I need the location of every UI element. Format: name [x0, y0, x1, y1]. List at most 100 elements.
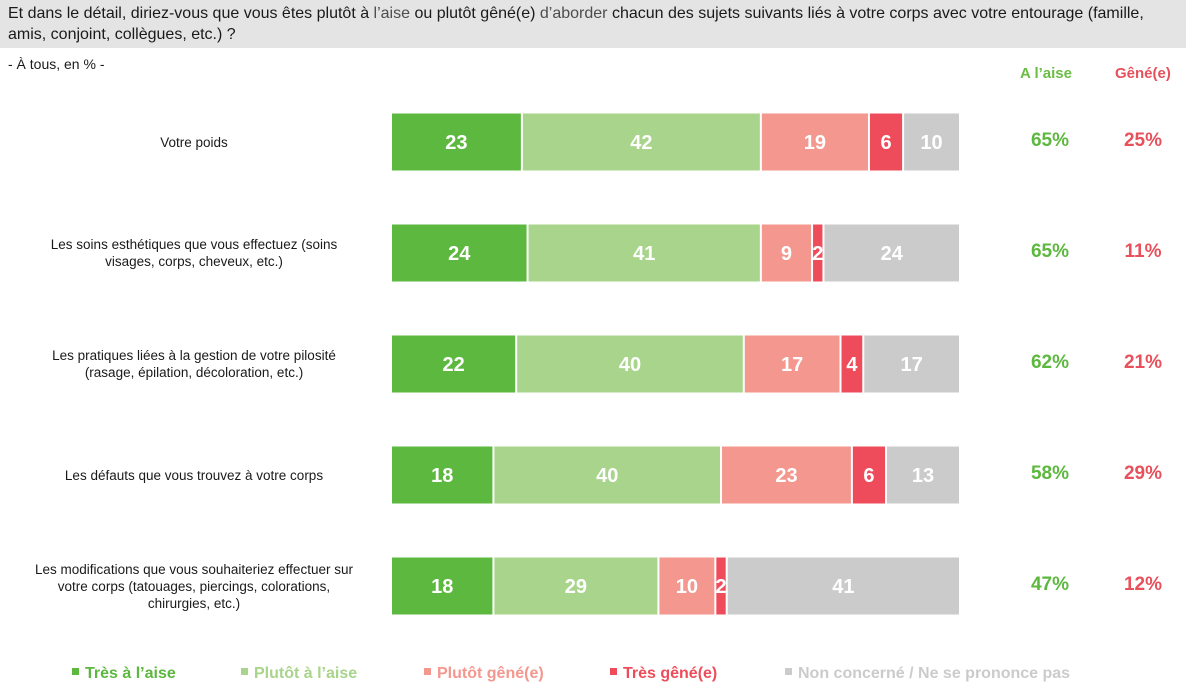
bar-value-label: 40 [596, 465, 618, 487]
bar-value-label: 13 [912, 465, 934, 487]
row-label-line: Les soins esthétiques que vous effectuez… [50, 237, 338, 252]
bar-segment [904, 113, 959, 171]
legend-item: Très gêné(e) [610, 665, 717, 683]
question-text: Et dans le détail, diriez-vous que vous … [8, 3, 1178, 45]
bar-value-label: 24 [881, 243, 904, 265]
question-part-2: ou plutôt gêné(e) [410, 5, 540, 22]
column-header-aise: A l’aise [1020, 65, 1072, 82]
legend-swatch [610, 668, 617, 676]
summary-aise-value: 62% [1030, 352, 1070, 373]
bar-value-label: 23 [775, 465, 797, 487]
bar-segment [659, 557, 715, 615]
legend-label: Non concerné / Ne se prononce pas [798, 665, 1071, 682]
bar-value-label: 18 [431, 576, 453, 598]
row-label-line: Les modifications que vous souhaiteriez … [35, 561, 353, 577]
bar-segment [722, 446, 851, 504]
bar-value-label: 41 [633, 243, 655, 265]
row-label: Votre poids [10, 134, 378, 151]
chart-legend: Très à l’aise Plutôt à l’aise Plutôt gêné(… [0, 665, 1186, 689]
bar-segment [852, 446, 886, 504]
header-band [0, 0, 1186, 48]
bar-segment [727, 557, 959, 615]
bar-value-label: 29 [565, 576, 587, 598]
bar-segment [824, 224, 959, 282]
bar-segment [869, 113, 903, 171]
bar-segment [517, 335, 743, 393]
bar-segment [392, 446, 493, 504]
row-label-line: visages, corps, cheveux, etc.) [105, 254, 283, 269]
row-label: Les pratiques liées à la gestion de votr… [10, 347, 378, 381]
legend-swatch [241, 668, 248, 676]
row-label-line: Les défauts que vous trouvez à votre cor… [64, 467, 324, 483]
bar-value-label: 2 [715, 576, 726, 598]
bar-value-label: 2 [812, 243, 823, 265]
row-label-line: Votre poids [160, 134, 228, 150]
bar-value-label: 9 [781, 243, 792, 265]
question-highlight-2: d’aborder [539, 5, 608, 22]
summary-aise-value: 47% [1030, 574, 1070, 595]
legend-item: Non concerné / Ne se prononce pas [785, 665, 1070, 683]
chart-subtitle: - À tous, en % - [8, 56, 105, 72]
bar-segment [716, 557, 726, 615]
bar-value-label: 6 [863, 465, 874, 487]
bar-value-label: 10 [676, 576, 698, 598]
bar-segment [528, 224, 760, 282]
legend-label: Plutôt gêné(e) [437, 665, 544, 682]
bar-value-label: 19 [804, 132, 826, 154]
bar-segment [392, 113, 521, 171]
bar-segment [392, 557, 493, 615]
summary-aise-value: 65% [1030, 130, 1070, 151]
legend-item: Très à l’aise [72, 665, 176, 683]
bar-value-label: 18 [431, 465, 453, 487]
legend-swatch [785, 668, 792, 676]
bar-value-label: 22 [442, 354, 464, 376]
bar-value-label: 4 [846, 354, 858, 376]
summary-aise-value: 65% [1030, 241, 1070, 262]
summary-gene-value: 11% [1124, 241, 1162, 262]
bar-value-label: 41 [832, 576, 854, 598]
bar-value-label: 40 [619, 354, 641, 376]
question-part-1: Et dans le détail, diriez-vous que vous … [8, 5, 374, 22]
legend-item: Plutôt gêné(e) [424, 665, 544, 683]
bar-segment [494, 557, 658, 615]
legend-label: Très à l’aise [85, 665, 176, 682]
question-part-3: chacun des sujets suivants liés à votre … [8, 5, 1144, 43]
legend-item: Plutôt à l’aise [241, 665, 357, 683]
bar-segment [864, 335, 959, 393]
bar-value-label: 42 [630, 132, 652, 154]
row-label-line: votre corps (tatouages, piercings, color… [57, 578, 331, 594]
column-header-gene: Gêné(e) [1115, 65, 1171, 82]
summary-gene-value: 21% [1123, 352, 1163, 373]
bar-segment [744, 335, 840, 393]
legend-label: Plutôt à l’aise [254, 665, 358, 682]
row-label-line: Les pratiques liées à la gestion de votr… [52, 348, 336, 363]
row-label: Les modifications que vous souhaiteriez … [10, 561, 378, 612]
row-label-line: (rasage, épilation, décoloration, etc.) [84, 365, 304, 380]
bar-segment [392, 224, 527, 282]
question-highlight-1: l’aise [373, 5, 411, 22]
bar-segment [761, 224, 812, 282]
bar-segment [887, 446, 959, 504]
bar-segment [494, 446, 721, 504]
legend-swatch [72, 668, 79, 676]
row-label-line: chirurgies, etc.) [147, 595, 241, 611]
bar-value-label: 17 [901, 354, 923, 376]
bar-value-label: 17 [781, 354, 803, 376]
summary-gene-value: 12% [1123, 574, 1163, 595]
summary-gene-value: 25% [1123, 130, 1163, 151]
row-label: Les soins esthétiques que vous effectuez… [10, 236, 378, 270]
bar-segment [761, 113, 868, 171]
bar-segment [841, 335, 863, 393]
summary-aise-value: 58% [1030, 463, 1070, 484]
bar-segment [392, 335, 516, 393]
bar-segment [813, 224, 823, 282]
bar-value-label: 24 [448, 243, 471, 265]
bar-value-label: 10 [920, 132, 942, 154]
legend-swatch [424, 668, 431, 676]
bar-segment [522, 113, 760, 171]
summary-gene-value: 29% [1123, 463, 1163, 484]
row-label: Les défauts que vous trouvez à votre cor… [10, 467, 378, 484]
bar-value-label: 6 [880, 132, 891, 154]
bar-value-label: 23 [445, 132, 467, 154]
